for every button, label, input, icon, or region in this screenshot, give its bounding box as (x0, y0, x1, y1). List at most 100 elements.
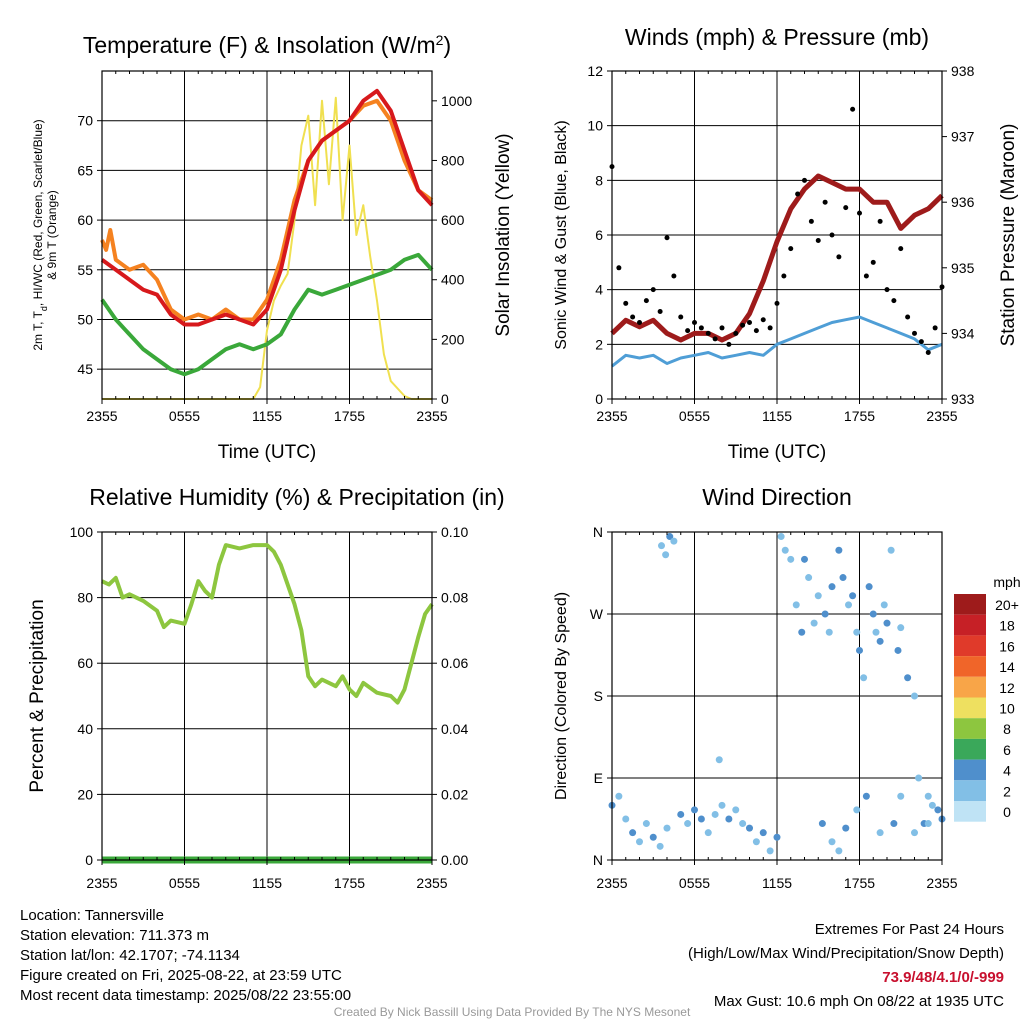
y-tick-label: 100 (70, 524, 94, 540)
direction-point (752, 838, 760, 846)
gust-point (767, 325, 773, 331)
gust-point (788, 246, 794, 252)
series-line (100, 88, 434, 327)
y-right-tick-label: 800 (441, 152, 465, 168)
gust-point (774, 300, 780, 306)
colorbar-title: mph (993, 574, 1020, 590)
colorbar-label: 16 (999, 638, 1015, 654)
gust-point (760, 317, 766, 323)
gust-point (925, 350, 931, 356)
gust-point (719, 325, 725, 331)
y-tick-label: 45 (77, 361, 93, 377)
y-right-tick-label: 0 (441, 391, 449, 407)
y-right-tick-label: 600 (441, 212, 465, 228)
direction-point (872, 628, 880, 636)
credit-footer: Created By Nick Bassill Using Data Provi… (333, 1005, 691, 1019)
y-right-tick-label: 200 (441, 331, 465, 347)
direction-point (876, 829, 884, 837)
y-tick-label: 20 (77, 786, 93, 802)
gust-point (843, 205, 849, 211)
colorbar-label: 18 (999, 618, 1015, 634)
direction-point (704, 829, 712, 837)
x-tick-label: 0555 (679, 408, 710, 424)
colorbar-swatch (954, 594, 986, 615)
gust-point (733, 330, 739, 336)
colorbar-swatch (954, 738, 986, 760)
station-latlon: Station lat/lon: 42.1707; -74.1134 (20, 947, 240, 964)
x-tick-label: 2355 (926, 408, 957, 424)
direction-point (897, 792, 905, 800)
direction-point (677, 810, 685, 818)
direction-point (894, 646, 902, 654)
x-tick-label: 1755 (334, 408, 365, 424)
direction-point (773, 833, 781, 841)
gust-point (740, 322, 746, 328)
direction-point (649, 833, 657, 841)
colorbar-swatch (954, 656, 986, 677)
direction-point (911, 829, 918, 837)
gust-point (918, 339, 924, 345)
colorbar: mph 20+ 18 16 14 12 10 8 6 4 2 0 (954, 574, 1021, 822)
colorbar-swatch (954, 635, 986, 657)
series-line (610, 173, 944, 343)
gust-point (891, 298, 897, 304)
y-right-tick-label: 400 (441, 272, 465, 288)
extremes-title: Extremes For Past 24 Hours (814, 921, 1004, 938)
gust-point (781, 273, 787, 279)
direction-point (715, 756, 723, 764)
gust-point (836, 254, 842, 260)
gust-point (643, 298, 649, 304)
gust-point (747, 319, 752, 325)
gust-point (623, 300, 629, 306)
y-tick-label: N (593, 524, 603, 540)
gust-point (870, 259, 876, 265)
direction-point (666, 533, 674, 541)
direction-point (818, 820, 826, 828)
direction-point (629, 829, 637, 837)
title-end: ) (443, 32, 451, 58)
y-tick-label: 0 (595, 391, 603, 407)
x-tick-label: 2355 (596, 408, 627, 424)
chart-title: Wind Direction (702, 484, 852, 510)
x-tick-label: 2355 (86, 408, 117, 424)
direction-point (670, 537, 678, 545)
direction-point (662, 551, 670, 559)
x-tick-label: 2355 (416, 408, 447, 424)
direction-point (814, 592, 822, 600)
direction-point (911, 692, 918, 700)
direction-point (697, 815, 705, 823)
station-info: Location: Tannersville Station elevation… (20, 906, 351, 1006)
direction-point (845, 601, 852, 609)
y-tick-label: W (590, 606, 604, 622)
direction-point (828, 583, 836, 591)
colorbar-label: 20+ (995, 597, 1019, 613)
direction-point (835, 546, 843, 554)
y-tick-label: 12 (587, 63, 603, 79)
direction-point (853, 806, 861, 814)
direction-point (739, 820, 747, 828)
colorbar-swatch (954, 614, 986, 636)
x-tick-label: 1155 (762, 875, 792, 891)
y-tick-label: 8 (595, 172, 603, 188)
x-axis-label: Time (UTC) (218, 442, 317, 463)
direction-point (862, 792, 870, 800)
gust-point (698, 325, 704, 331)
gust-point (664, 235, 670, 241)
y-axis-label: Direction (Colored By Speed) (553, 592, 570, 800)
panel-2: 0 2 4 6 8 10 12 933 934 935 936 937 938 2355 0555 1155 1… (553, 24, 1019, 463)
x-tick-label: 1755 (844, 408, 875, 424)
direction-point (810, 619, 818, 627)
colorbar-swatch (954, 780, 986, 801)
direction-point (725, 815, 733, 823)
gust-point (671, 273, 677, 279)
chart-title: Temperature (F) & Insolation (W/m2) (83, 32, 451, 58)
colorbar-swatch (954, 718, 986, 739)
colorbar-label: 2 (1003, 783, 1011, 799)
y-right-tick-label: 934 (951, 325, 975, 341)
gust-point (650, 287, 656, 293)
gust-point (726, 341, 732, 347)
gust-point (795, 191, 801, 197)
direction-point (880, 601, 888, 609)
direction-point (656, 842, 664, 850)
